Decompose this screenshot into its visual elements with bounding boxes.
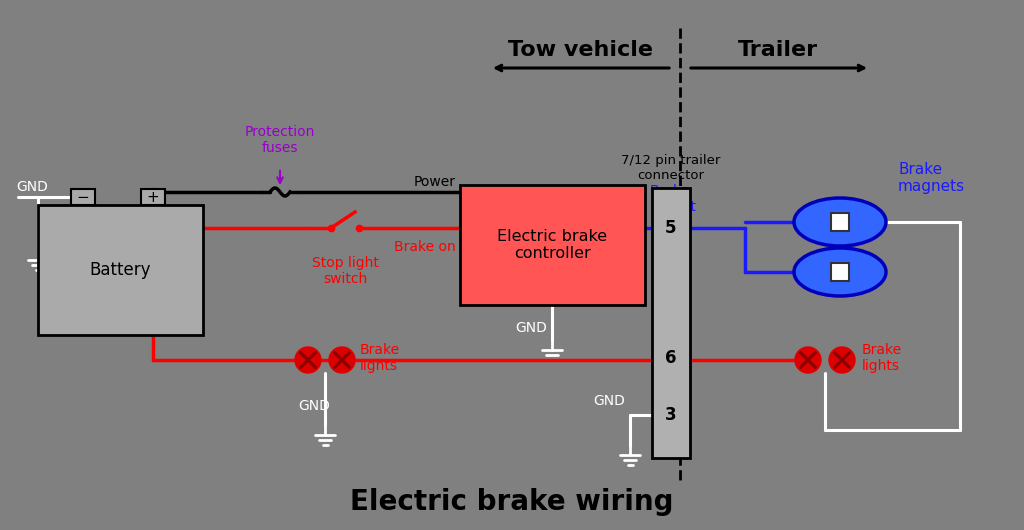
Circle shape — [329, 347, 355, 373]
Ellipse shape — [794, 198, 886, 246]
Text: Power: Power — [414, 175, 456, 189]
Text: GND: GND — [298, 399, 330, 413]
Bar — [831, 213, 849, 231]
Text: Brake
magnets: Brake magnets — [898, 162, 966, 194]
Bar — [652, 188, 690, 458]
Text: 7/12 pin trailer
connector: 7/12 pin trailer connector — [622, 154, 721, 182]
Text: Trailer: Trailer — [738, 40, 818, 60]
Text: Brake
lights: Brake lights — [862, 343, 902, 373]
Text: GND: GND — [515, 321, 547, 335]
Text: Brake
output: Brake output — [650, 184, 696, 214]
Text: Protection
fuses: Protection fuses — [245, 125, 315, 155]
Text: 3: 3 — [666, 406, 677, 424]
Bar — [141, 189, 165, 205]
Text: Electric brake wiring: Electric brake wiring — [350, 488, 674, 516]
Text: Brake on: Brake on — [394, 240, 456, 254]
Bar — [460, 185, 645, 305]
Text: GND: GND — [593, 394, 625, 408]
Text: Battery: Battery — [90, 261, 152, 279]
Circle shape — [829, 347, 855, 373]
Ellipse shape — [794, 248, 886, 296]
Circle shape — [795, 347, 821, 373]
Circle shape — [295, 347, 321, 373]
Bar — [38, 205, 203, 335]
Text: 6: 6 — [666, 349, 677, 367]
Bar — [831, 263, 849, 281]
Text: 5: 5 — [666, 219, 677, 237]
Text: Electric brake
controller: Electric brake controller — [498, 229, 607, 261]
Bar — [71, 189, 95, 205]
Text: Tow vehicle: Tow vehicle — [508, 40, 652, 60]
Text: +: + — [146, 190, 160, 205]
Text: Stop light
switch: Stop light switch — [311, 256, 379, 286]
Text: GND: GND — [16, 180, 48, 194]
Text: Brake
lights: Brake lights — [360, 343, 400, 373]
Text: −: − — [77, 190, 89, 205]
